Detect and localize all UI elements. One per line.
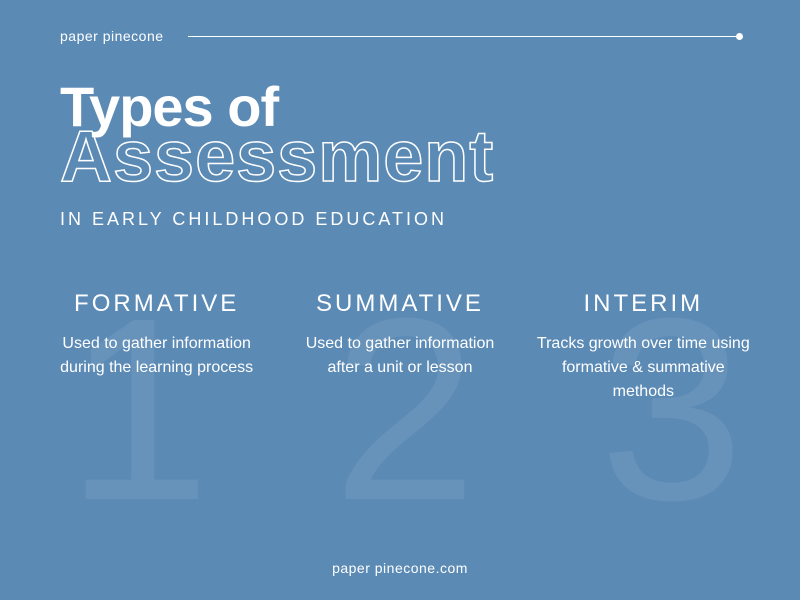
- columns: FORMATIVE Used to gather information dur…: [0, 230, 800, 404]
- column-summative: SUMMATIVE Used to gather information aft…: [293, 290, 506, 404]
- column-title: SUMMATIVE: [293, 290, 506, 318]
- column-desc: Used to gather information during the le…: [50, 332, 263, 380]
- column-title: FORMATIVE: [50, 290, 263, 318]
- header: paper pinecone: [0, 0, 800, 44]
- column-interim: INTERIM Tracks growth over time using fo…: [537, 290, 750, 404]
- column-desc: Tracks growth over time using formative …: [537, 332, 750, 404]
- column-title: INTERIM: [537, 290, 750, 318]
- column-formative: FORMATIVE Used to gather information dur…: [50, 290, 263, 404]
- subtitle: IN EARLY CHILDHOOD EDUCATION: [60, 209, 740, 230]
- divider-line: [188, 36, 740, 37]
- column-desc: Used to gather information after a unit …: [293, 332, 506, 380]
- footer-text: paper pinecone.com: [0, 560, 800, 576]
- title-block: Types of Assessment IN EARLY CHILDHOOD E…: [0, 44, 800, 230]
- brand-text: paper pinecone: [60, 28, 164, 44]
- title-line-2: Assessment: [60, 121, 740, 193]
